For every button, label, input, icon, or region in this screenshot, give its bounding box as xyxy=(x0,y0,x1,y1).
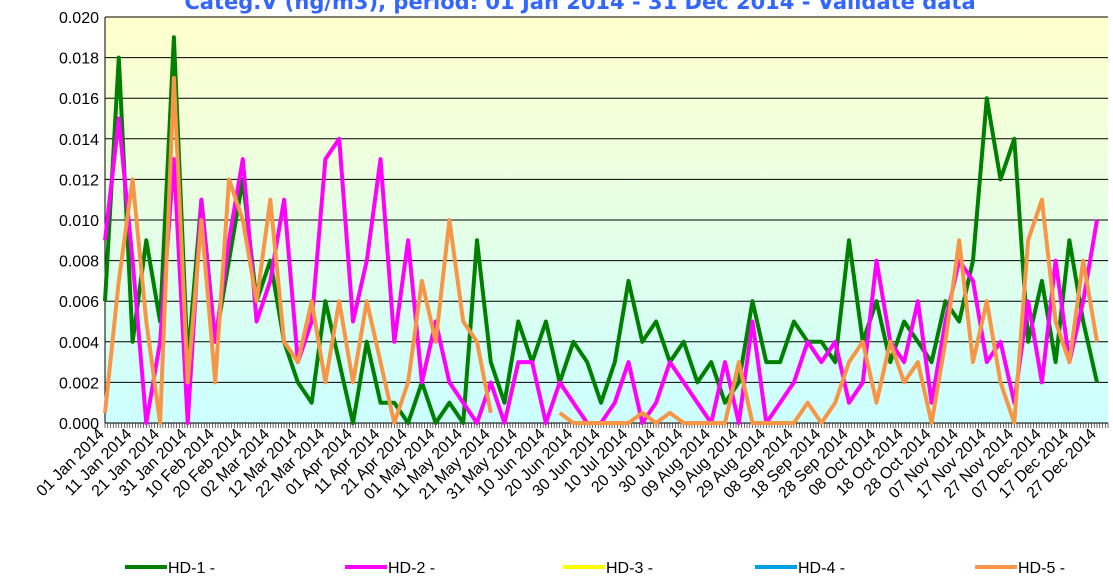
legend-label: HD-3 - xyxy=(606,560,653,577)
legend-label: HD-1 - xyxy=(168,560,215,577)
y-tick-label: 0.014 xyxy=(59,132,99,149)
series-line xyxy=(103,75,1099,425)
y-tick-label: 0.006 xyxy=(59,294,99,311)
legend-label: HD-5 - xyxy=(1018,560,1065,577)
chart-title: Categ.V (ng/m3), period: 01 Jan 2014 - 3… xyxy=(184,0,975,14)
y-tick-label: 0.000 xyxy=(59,416,99,433)
y-tick-label: 0.004 xyxy=(59,335,99,352)
y-tick-label: 0.012 xyxy=(59,172,99,189)
series-line xyxy=(103,35,1099,425)
y-tick-label: 0.016 xyxy=(59,91,99,108)
y-tick-label: 0.010 xyxy=(59,213,99,230)
y-tick-label: 0.008 xyxy=(59,254,99,271)
y-tick-label: 0.020 xyxy=(59,10,99,27)
y-tick-label: 0.018 xyxy=(59,51,99,68)
legend-label: HD-2 - xyxy=(388,560,435,577)
legend-label: HD-4 - xyxy=(798,560,845,577)
y-tick-label: 0.002 xyxy=(59,375,99,392)
